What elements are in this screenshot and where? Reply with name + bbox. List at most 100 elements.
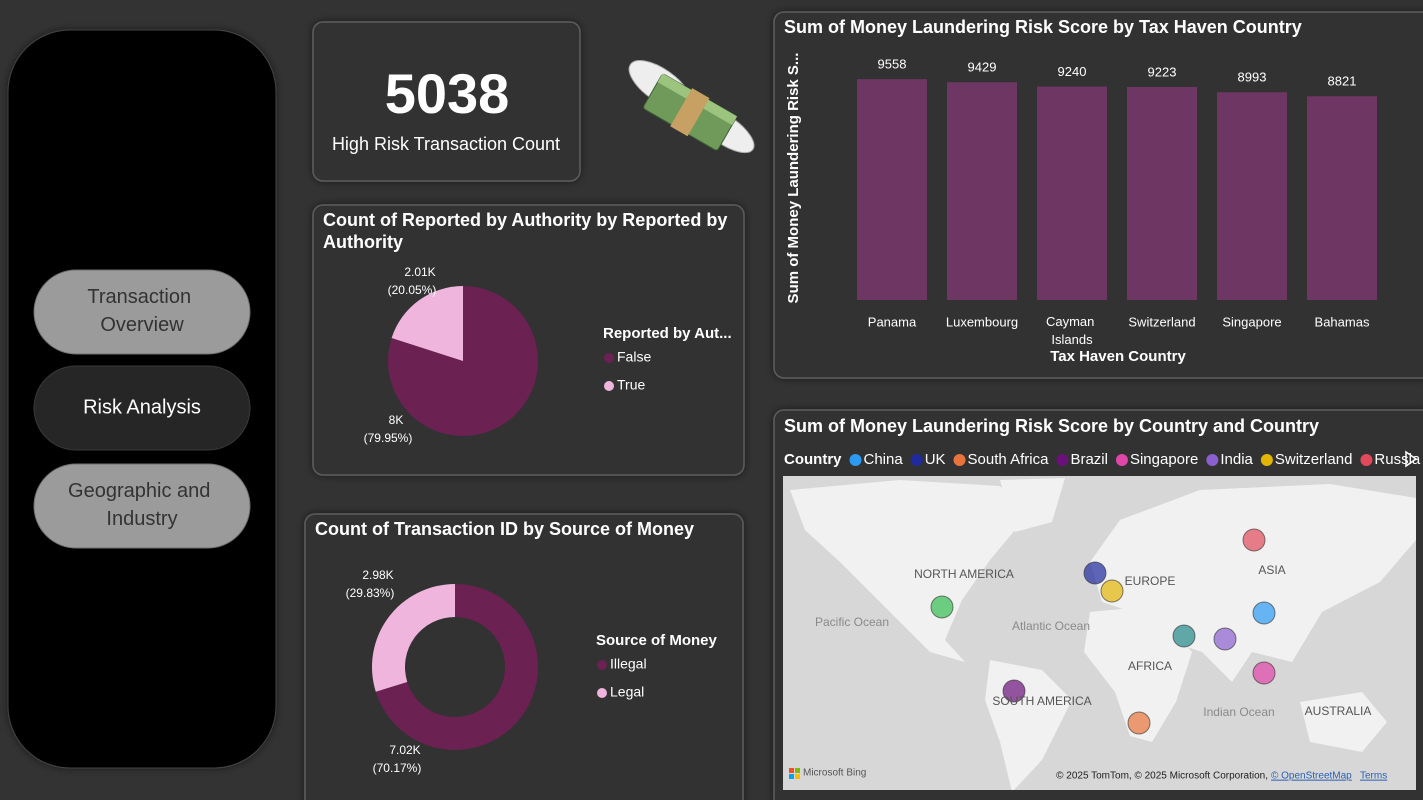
map-bubble[interactable] <box>1252 601 1276 625</box>
kpi-value: 5038 <box>385 62 510 125</box>
slice <box>391 286 463 361</box>
bar <box>1127 86 1197 300</box>
legend-label: Illegal <box>610 656 647 672</box>
map-bubble[interactable] <box>1127 711 1151 735</box>
data-label: (79.95%) <box>364 431 413 445</box>
chart-title: Count of Transaction ID by Source of Mon… <box>315 519 694 539</box>
data-label: 8993 <box>1238 70 1267 85</box>
region-label: EUROPE <box>1125 574 1176 588</box>
region-label: ASIA <box>1258 563 1285 577</box>
terms-link[interactable]: Terms <box>1360 771 1387 782</box>
legend-marker <box>1360 454 1373 466</box>
legend-title: Source of Money <box>596 632 718 649</box>
money-icon <box>628 60 755 154</box>
region-label: AFRICA <box>1128 659 1172 673</box>
legend-label[interactable]: UK <box>925 451 946 468</box>
data-label: 7.02K <box>389 743 420 757</box>
legend-label: Legal <box>610 684 644 700</box>
nav-button[interactable] <box>33 365 251 451</box>
data-label: 9558 <box>878 57 907 72</box>
slice <box>387 286 538 437</box>
map-bubble[interactable] <box>1083 561 1107 585</box>
region-label: NORTH AMERICA <box>914 567 1014 581</box>
ocean-label: Atlantic Ocean <box>1012 619 1090 633</box>
data-label: 9223 <box>1148 64 1177 79</box>
data-label: 8K <box>389 413 404 427</box>
bar <box>1037 86 1107 300</box>
legend-marker <box>604 381 614 391</box>
map-bubble[interactable] <box>1252 661 1276 685</box>
map-bubble[interactable] <box>1100 579 1124 603</box>
legend-title: Reported by Aut... <box>603 325 732 342</box>
bar <box>947 82 1017 301</box>
legend-label: True <box>617 377 645 393</box>
nav-button[interactable] <box>33 269 251 355</box>
map-bubble[interactable] <box>1213 627 1237 651</box>
data-label: (20.05%) <box>388 283 437 297</box>
legend-marker <box>1206 454 1219 466</box>
x-tick-label: Singapore <box>1222 314 1281 329</box>
legend-marker <box>1056 454 1069 466</box>
bar <box>1307 96 1377 301</box>
legend-marker <box>849 454 862 466</box>
legend-label[interactable]: South Africa <box>968 451 1050 468</box>
x-axis-title: Tax Haven Country <box>1050 348 1186 365</box>
map-bubble[interactable] <box>930 595 954 619</box>
provider-logo <box>789 768 800 779</box>
region-label: SOUTH AMERICA <box>992 694 1091 708</box>
map-bubble[interactable] <box>1172 624 1196 648</box>
nav-button[interactable] <box>33 463 251 549</box>
legend-label[interactable]: Singapore <box>1130 451 1198 468</box>
attribution-link[interactable]: © OpenStreetMap <box>1271 771 1352 782</box>
data-label: 8821 <box>1328 74 1357 89</box>
kpi-card <box>312 21 581 182</box>
data-label: 2.98K <box>362 568 393 582</box>
ocean-label: Pacific Ocean <box>815 615 889 629</box>
slice <box>372 584 455 692</box>
x-tick-label: Luxembourg <box>946 314 1018 329</box>
x-tick-label: Bahamas <box>1315 314 1370 329</box>
map-base: NORTH AMERICA EUROPE ASIA AFRICA SOUTH AMERI… <box>783 476 1416 790</box>
provider-label: Microsoft Bing <box>803 768 866 779</box>
data-label: (29.83%) <box>346 586 395 600</box>
x-tick-label: Panama <box>868 314 917 329</box>
legend-marker <box>604 353 614 363</box>
legend-marker <box>953 454 966 466</box>
legend-marker <box>597 660 607 670</box>
y-axis-title: Sum of Money Laundering Risk S... <box>785 53 802 304</box>
bar <box>857 79 927 300</box>
legend-marker <box>1115 454 1128 466</box>
kpi-label: High Risk Transaction Count <box>332 134 560 154</box>
legend-label[interactable]: Russia <box>1374 451 1421 468</box>
attribution: © 2025 TomTom, © 2025 Microsoft Corporat… <box>1056 771 1268 782</box>
nav-label[interactable]: Risk Analysis <box>83 396 201 418</box>
legend-label[interactable]: Brazil <box>1070 451 1108 468</box>
data-label: 9240 <box>1058 64 1087 79</box>
legend-title: Country <box>784 451 842 468</box>
legend-label[interactable]: China <box>864 451 904 468</box>
legend-label: False <box>617 349 651 365</box>
legend-label[interactable]: Switzerland <box>1275 451 1353 468</box>
data-label: (70.17%) <box>373 761 422 775</box>
data-label: 9429 <box>968 60 997 75</box>
chart-title: Sum of Money Laundering Risk Score by Ta… <box>784 17 1302 37</box>
legend-marker <box>597 688 607 698</box>
nav-label[interactable]: Transaction Overview <box>87 286 196 336</box>
map-bubble[interactable] <box>1242 528 1266 552</box>
nav-label[interactable]: Geographic and Industry <box>68 480 216 530</box>
bar <box>1217 92 1287 300</box>
chart-title: Count of Reported by Authority by Report… <box>323 210 732 252</box>
slice <box>375 584 538 750</box>
ocean-label: Indian Ocean <box>1203 705 1274 719</box>
x-tick-label: Cayman Islands <box>1046 314 1098 347</box>
x-tick-label: Switzerland <box>1128 314 1195 329</box>
legend-marker <box>1260 454 1273 466</box>
map-bubble[interactable] <box>1002 679 1026 703</box>
chart-title: Sum of Money Laundering Risk Score by Co… <box>784 416 1319 436</box>
legend-marker <box>910 454 923 466</box>
legend-scroll[interactable] <box>1405 450 1418 468</box>
legend-label[interactable]: India <box>1220 451 1253 468</box>
region-label: AUSTRALIA <box>1305 704 1372 718</box>
